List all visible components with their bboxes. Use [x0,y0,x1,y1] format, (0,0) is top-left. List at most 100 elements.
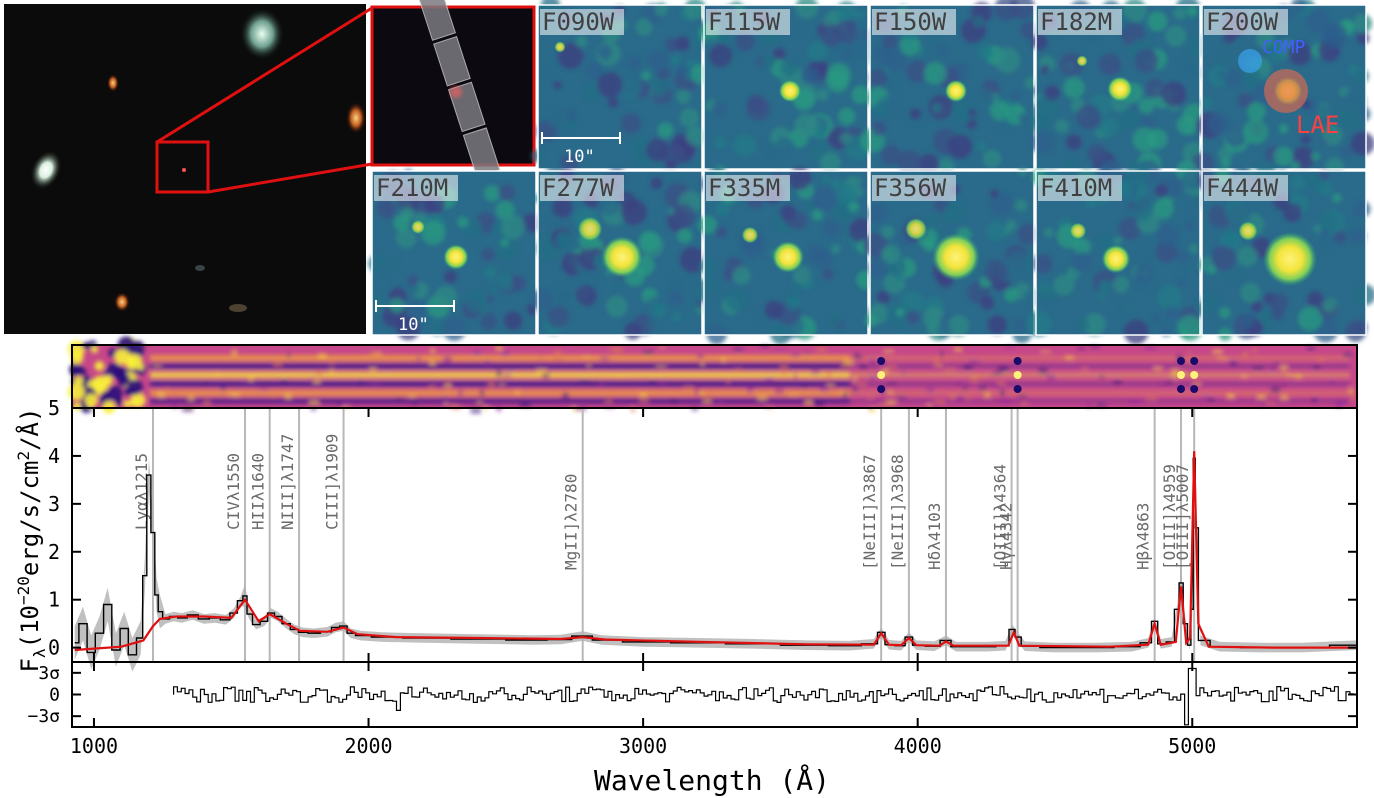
galaxy-faint [195,265,205,271]
emission-line-label: CIVλ1550 [224,453,243,530]
inset-source [450,86,462,98]
cutout-companion-source [1069,222,1087,240]
cutout-noise [530,165,706,340]
filter-label: F335M [708,174,780,202]
cutout-label-bg [706,175,790,201]
spectrum-1d-panel: Lyαλ1215 CIVλ1550 HIIλ1640 NIII]λ1747 CIII]λ… [48,396,1358,672]
cutout-main-source [601,236,643,278]
bright-galaxy-left [30,150,62,190]
cutout-border [371,170,537,336]
cutout-main-source [944,79,968,103]
cutout-main-source [1107,76,1133,102]
x-tick-label: 1000 [70,734,118,758]
cutout-label-bg [1204,175,1288,201]
scale-bar-label: 10" [564,147,595,167]
cutout-f210m: F210M 10" [368,169,542,341]
cutout-f277w: F277W [530,165,706,340]
filter-label: F277W [542,174,615,202]
cutout-border [703,4,869,170]
x-tick-label: 4000 [894,734,942,758]
galaxy-orange-right [346,102,366,134]
emission-line-label: Hγλ4342 [997,503,1016,570]
emission-line-label: [OIII]λ4364 [991,464,1010,570]
series-residuals [173,667,1354,726]
filter-label: F200W [1206,8,1279,36]
cutout-label-bg [1038,175,1122,201]
filter-label: F090W [542,8,615,36]
cutout-companion-source [411,220,425,234]
cutout-main-source [1101,244,1131,274]
x-tick-label: 2000 [344,734,392,758]
cutout-label-bg [1204,9,1288,35]
zoom-box [155,140,210,194]
galaxy-lower-right [229,304,247,312]
target-source [182,168,186,172]
cutout-companion-source [1238,221,1258,241]
cutout-f150w: F150W [860,0,1038,176]
emission-line-label: NIII]λ1747 [278,434,297,530]
cutout-border [537,170,703,336]
emission-line-label: [NeIII]λ3968 [888,454,907,570]
filter-label: F115W [708,8,781,36]
cutout-border [1035,170,1201,336]
x-tick-label: 3000 [619,734,667,758]
error-band [74,446,1358,672]
spectrum-2d-panel [67,336,1358,414]
slit-shutters [418,0,501,178]
filter-label: F210M [376,174,448,202]
cutout-main-source [443,244,469,270]
filter-label: F356W [874,174,947,202]
comp-label: COMP [1262,37,1306,58]
y-tick-label: 1 [48,588,60,612]
comp-marker [1238,49,1262,73]
cutout-label-bg [872,175,956,201]
cutout-main-source [772,241,804,273]
cutout-noise [860,0,1038,176]
emission-line-label: [OIII]λ5007 [1173,464,1192,570]
cutout-label-bg [1038,9,1122,35]
y-axis-label: Fλ(10−20erg/s/cm2/Å) [14,408,49,673]
filter-label: F410M [1040,174,1112,202]
y-tick-label: 0 [48,636,60,660]
cutout-label-bg [540,9,624,35]
cutout-companion-source [741,226,759,244]
emission-line-label: Hβλ4863 [1134,503,1153,570]
filter-label: F150W [874,8,947,36]
zoom-connector-top [156,6,373,144]
cutout-f410m: F410M [1025,159,1206,345]
cutout-label-bg [872,9,956,35]
residual-frame [71,661,1358,728]
cutout-border [1201,170,1367,336]
cutout-noise [863,167,1042,344]
filter-label: F444W [1206,174,1279,202]
cutout-label-bg [706,9,790,35]
cutout-companion-source [904,217,928,241]
y-tick-label: 2 [48,540,60,564]
emission-line-label: CIII]λ1909 [323,434,342,530]
y-tick-label: 3 [48,492,60,516]
cutout-label-bg [374,175,458,201]
zoom-inset [370,0,536,178]
cutout-companion-source [577,216,603,242]
cutout-border [869,170,1035,336]
series-data [74,457,1357,656]
scale-bar-label: 10" [398,315,429,335]
galaxy-lower [114,292,130,312]
emission-line-label: Hδλ4103 [925,503,944,570]
galaxy-small-top [107,74,119,92]
lae-label: LAE [1296,111,1339,139]
emission-line-label: [OIII]λ4959 [1160,464,1179,570]
lae-marker [1264,69,1308,113]
series-model [74,451,1357,652]
emission-line-label: [NeIII]λ3867 [860,454,879,570]
residual-y-tick-label: 0 [49,685,60,706]
filter-label: F182M [1040,8,1112,36]
y-tick-label: 5 [48,396,60,420]
residual-y-tick-label: −3σ [27,706,60,727]
cutout-f444w: F444W [1195,162,1374,343]
cutout-companion-source [1076,55,1088,67]
x-axis-label: Wavelength (Å) [594,763,830,797]
